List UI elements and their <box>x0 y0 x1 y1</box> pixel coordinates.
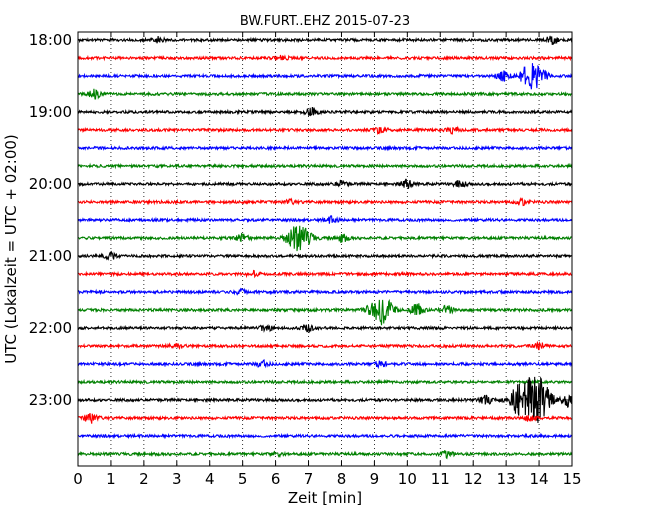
trace-2045 <box>77 225 573 252</box>
y-tick-label: 23:00 <box>29 391 72 409</box>
y-tick-label: 20:00 <box>29 175 72 193</box>
x-tick-label: 7 <box>304 470 314 488</box>
trace-1830 <box>77 63 573 90</box>
chart-title: BW.FURT..EHZ 2015-07-23 <box>240 14 410 29</box>
trace-2145 <box>77 298 573 326</box>
trace-2315 <box>77 412 573 424</box>
trace-2130 <box>77 287 573 296</box>
trace-2000 <box>77 178 573 189</box>
trace-2115 <box>77 269 573 279</box>
trace-2300 <box>77 376 573 424</box>
trace-2345 <box>77 450 573 460</box>
x-tick-label: 10 <box>398 470 417 488</box>
y-tick-label: 19:00 <box>29 103 72 121</box>
trace-1815 <box>77 54 573 62</box>
x-tick-label: 15 <box>562 470 581 488</box>
trace-group <box>77 35 573 460</box>
x-tick-label: 0 <box>73 470 83 488</box>
trace-2015 <box>77 197 573 207</box>
trace-2030 <box>77 215 573 224</box>
trace-1930 <box>77 144 573 152</box>
trace-1915 <box>77 125 573 135</box>
x-tick-label: 12 <box>464 470 483 488</box>
trace-2200 <box>77 323 573 334</box>
trace-1900 <box>77 106 573 117</box>
x-tick-label: 9 <box>370 470 380 488</box>
plot-frame <box>77 31 573 467</box>
trace-2230 <box>77 359 573 370</box>
y-tick-label: 22:00 <box>29 319 72 337</box>
x-tick-label: 14 <box>530 470 549 488</box>
tick-group: 0 1 2 3 4 5 6 7 8 9 10 11 12 13 14 1518:0019:0020:0021:… <box>29 31 582 488</box>
x-tick-label: 5 <box>238 470 248 488</box>
x-tick-label: 13 <box>497 470 516 488</box>
trace-1845 <box>77 88 573 100</box>
x-axis-label: Zeit [min] <box>288 489 362 507</box>
y-axis-label: UTC (Lokalzeit = UTC + 02:00) <box>2 134 20 364</box>
trace-1945 <box>77 162 573 170</box>
grid-lines <box>110 32 540 466</box>
trace-2215 <box>77 340 573 351</box>
trace-2245 <box>77 378 573 386</box>
x-tick-label: 3 <box>172 470 182 488</box>
trace-2100 <box>77 250 573 261</box>
x-tick-label: 6 <box>271 470 281 488</box>
trace-1800 <box>77 35 573 46</box>
x-tick-label: 1 <box>106 470 116 488</box>
x-tick-label: 4 <box>205 470 215 488</box>
y-tick-label: 18:00 <box>29 31 72 49</box>
x-tick-label: 11 <box>431 470 450 488</box>
trace-2330 <box>77 432 573 440</box>
x-tick-label: 8 <box>337 470 347 488</box>
y-tick-label: 21:00 <box>29 247 72 265</box>
x-tick-label: 2 <box>139 470 149 488</box>
